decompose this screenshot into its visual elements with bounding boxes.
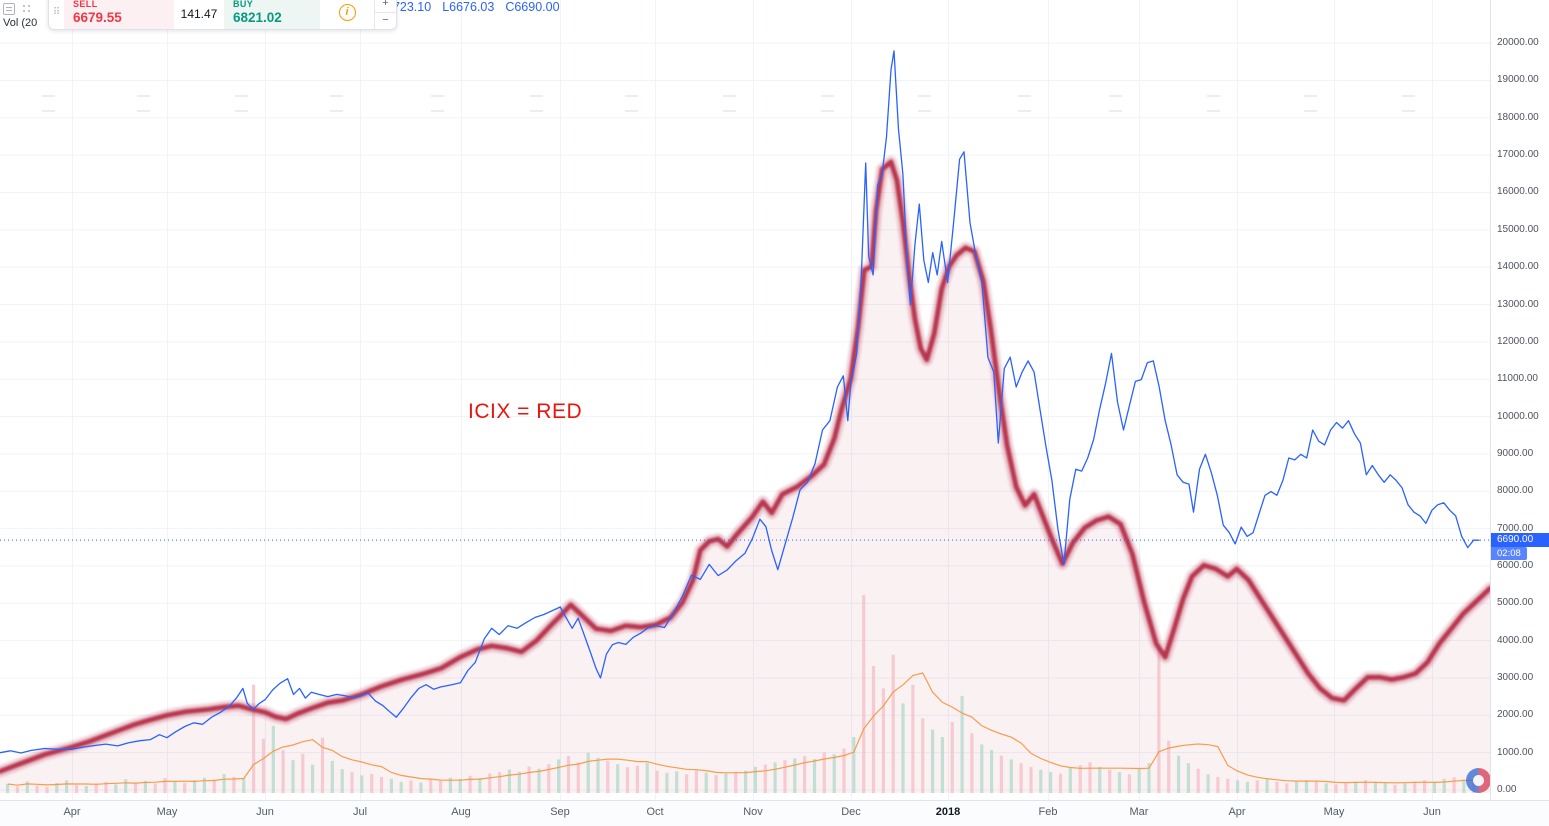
time-tick-label: Jul: [352, 806, 368, 818]
price-tick-label: 10000.00: [1497, 410, 1539, 422]
broker-logo-icon[interactable]: [1466, 768, 1491, 793]
price-tick-label: 1000.00: [1497, 746, 1534, 758]
ohlc-close: C6690.00: [505, 0, 560, 14]
current-price-label: 6690.00: [1491, 533, 1549, 548]
bar-countdown-label: 02:08: [1491, 547, 1527, 561]
price-axis[interactable]: 20000.00 19000.00 18000.00 17000.00 16000.00…: [1490, 0, 1549, 800]
drag-handle-icon[interactable]: ⠿: [52, 6, 61, 18]
time-tick-label: Mar: [1129, 806, 1149, 818]
time-tick-label: Nov: [743, 806, 763, 818]
time-tick-label: Oct: [646, 806, 664, 818]
time-tick-label: Sep: [550, 806, 570, 818]
price-tick-label: 16000.00: [1497, 186, 1539, 198]
ohlc-high: 6723.10: [386, 0, 432, 14]
price-tick-label: 8000.00: [1497, 485, 1534, 497]
time-tick-label: Apr: [63, 806, 81, 818]
time-axis[interactable]: Apr May Jun Jul Aug Sep Oct Nov Dec 2018 Feb Mar Apr…: [0, 800, 1549, 826]
buy-price: 6821.02: [233, 10, 282, 25]
price-tick-label: 9000.00: [1497, 447, 1534, 459]
top-left-icons: [3, 3, 33, 15]
price-tick-label: 0.00: [1497, 784, 1517, 795]
price-tick-label: 15000.00: [1497, 223, 1539, 235]
increase-button[interactable]: +: [375, 0, 396, 13]
ohlc-low: L6676.03: [442, 0, 495, 14]
time-tick-label: 2018: [935, 806, 961, 818]
price-tick-label: 14000.00: [1497, 261, 1539, 273]
price-tick-label: 7000.00: [1497, 522, 1534, 534]
price-tick-label: 3000.00: [1497, 671, 1534, 683]
time-tick-label: Aug: [451, 806, 471, 818]
spread-value: 141.47: [174, 0, 224, 29]
buy-button[interactable]: BUY 6821.02: [224, 0, 320, 29]
info-icon[interactable]: i: [338, 3, 356, 21]
price-tick-label: 18000.00: [1497, 111, 1539, 123]
grid-dots-icon[interactable]: [21, 3, 33, 15]
price-tick-label: 19000.00: [1497, 74, 1539, 86]
buy-label: BUY: [233, 0, 254, 9]
order-panel: ⠿ SELL 6679.55 141.47 BUY 6821.02 i + −: [48, 0, 397, 30]
quantity-stepper: + −: [374, 0, 396, 29]
sell-price: 6679.55: [73, 10, 122, 25]
info-wrap: i: [320, 0, 374, 29]
time-tick-label: Jun: [256, 806, 274, 818]
chart-annotation: ICIX = RED: [468, 400, 583, 423]
price-tick-label: 4000.00: [1497, 634, 1534, 646]
decrease-button[interactable]: −: [375, 12, 396, 29]
time-tick-label: May: [156, 806, 178, 818]
sell-label: SELL: [73, 0, 98, 9]
menu-icon[interactable]: [3, 3, 15, 15]
price-tick-label: 13000.00: [1497, 298, 1539, 310]
time-tick-label: Feb: [1038, 806, 1058, 818]
price-tick-label: 5000.00: [1497, 597, 1534, 609]
price-tick-label: 6000.00: [1497, 559, 1534, 571]
price-tick-label: 17000.00: [1497, 149, 1539, 161]
time-tick-label: Dec: [841, 806, 861, 818]
volume-indicator-label: Vol (20: [3, 17, 38, 29]
price-tick-label: 11000.00: [1497, 373, 1538, 385]
time-tick-label: Jun: [1423, 806, 1441, 818]
price-tick-label: 12000.00: [1497, 335, 1539, 347]
ohlc-readout: 6723.10 L6676.03 C6690.00: [386, 0, 571, 14]
sell-button[interactable]: SELL 6679.55: [64, 0, 174, 29]
time-tick-label: Apr: [1228, 806, 1246, 818]
price-tick-label: 20000.00: [1497, 37, 1539, 49]
price-tick-label: 2000.00: [1497, 709, 1534, 721]
time-tick-label: May: [1323, 806, 1345, 818]
